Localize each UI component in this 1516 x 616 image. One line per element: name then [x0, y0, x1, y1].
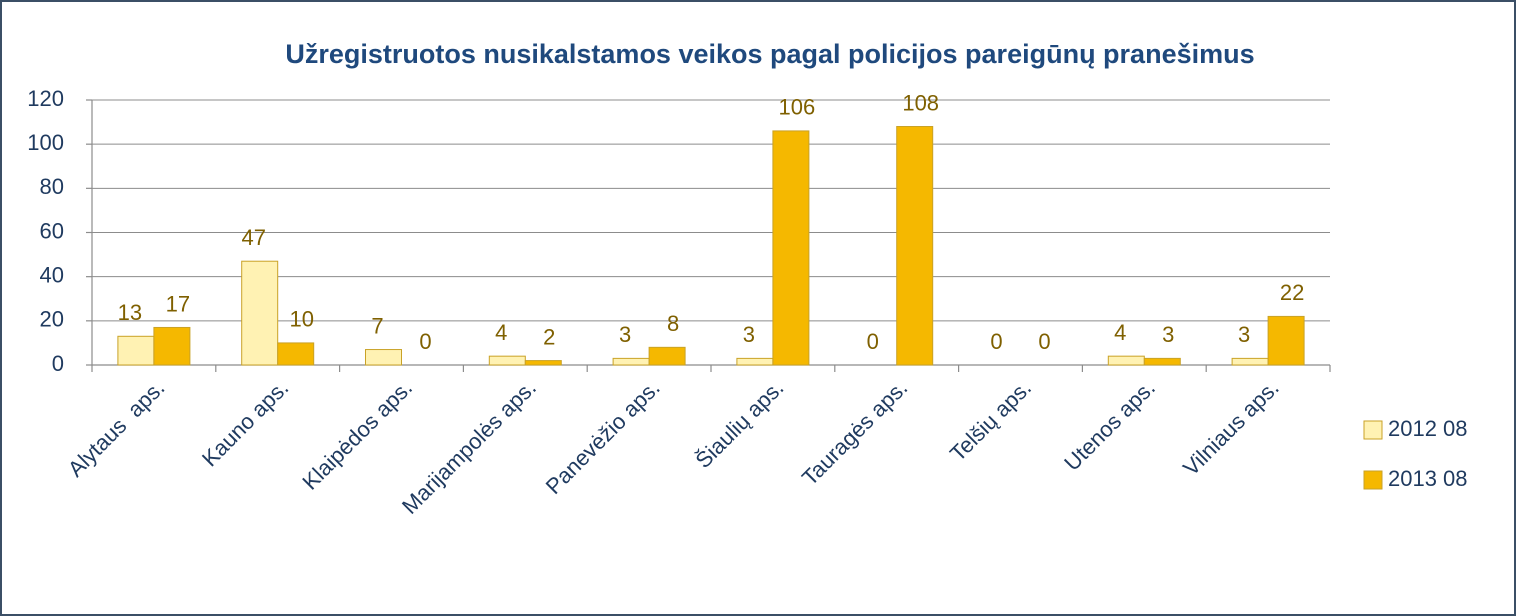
bar: [1231, 357, 1269, 366]
value-label: 0: [419, 329, 431, 354]
value-label: 10: [289, 307, 313, 332]
value-label: 22: [1280, 280, 1304, 305]
chart-title: Užregistruotos nusikalstamos veikos paga…: [285, 39, 1254, 69]
y-tick-label: 120: [27, 86, 64, 111]
legend-swatch: [1363, 470, 1383, 490]
value-label: 3: [1162, 322, 1174, 347]
y-tick-label: 20: [40, 307, 64, 332]
bar: [1143, 357, 1181, 366]
value-label: 108: [902, 90, 939, 115]
bar: [896, 126, 934, 366]
value-label: 0: [1038, 329, 1050, 354]
value-label: 4: [1114, 320, 1126, 345]
bar: [736, 357, 774, 366]
y-tick-label: 60: [40, 218, 64, 243]
value-label: 13: [118, 300, 142, 325]
bar: [241, 260, 279, 366]
legend-label: 2012 08: [1388, 416, 1468, 441]
bar: [117, 335, 155, 366]
bar: [1267, 315, 1305, 366]
y-tick-label: 80: [40, 174, 64, 199]
y-tick-label: 0: [52, 351, 64, 376]
value-label: 8: [667, 311, 679, 336]
value-label: 0: [990, 329, 1002, 354]
value-label: 17: [166, 291, 190, 316]
legend-swatch: [1363, 420, 1383, 440]
bar: [488, 355, 526, 366]
y-tick-label: 40: [40, 262, 64, 287]
bar: [772, 130, 810, 366]
value-label: 47: [241, 225, 265, 250]
value-label: 7: [371, 313, 383, 338]
bar: [524, 360, 562, 366]
y-tick-label: 100: [27, 130, 64, 155]
value-label: 106: [779, 95, 816, 120]
value-label: 3: [1238, 322, 1250, 347]
value-label: 3: [619, 322, 631, 347]
value-label: 0: [867, 329, 879, 354]
bar: [1107, 355, 1145, 366]
bar: [365, 349, 402, 366]
bar: [277, 342, 315, 366]
legend-label: 2013 08: [1388, 466, 1468, 491]
value-label: 4: [495, 320, 507, 345]
value-label: 3: [743, 322, 755, 347]
value-label: 2: [543, 324, 555, 349]
bar: [648, 346, 686, 366]
bar: [612, 357, 650, 366]
bar: [153, 326, 191, 366]
